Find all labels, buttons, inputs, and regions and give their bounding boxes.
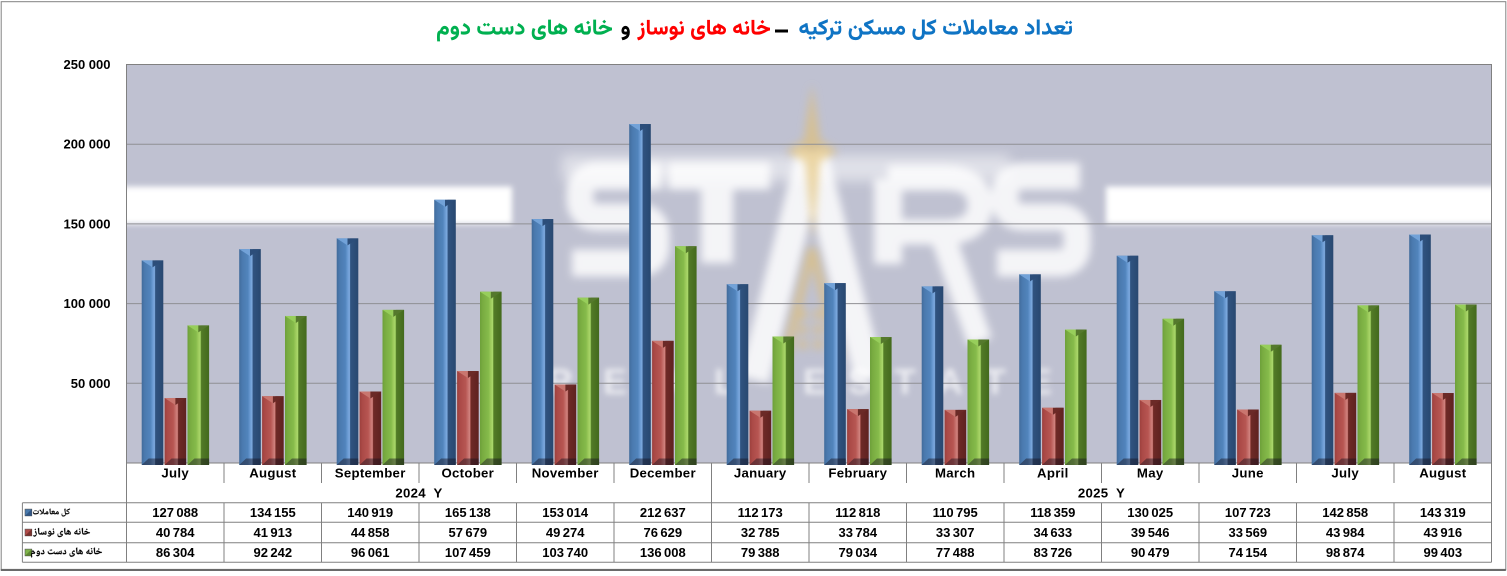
svg-text:100 000: 100 000: [64, 296, 111, 311]
svg-text:150 000: 150 000: [64, 216, 111, 231]
svg-text:January: January: [734, 466, 787, 481]
svg-text:July: July: [161, 466, 189, 481]
svg-text:September: September: [335, 466, 406, 481]
svg-text:December: December: [630, 466, 696, 481]
svg-text:E: E: [603, 361, 627, 402]
svg-text:November: November: [532, 466, 599, 481]
svg-text:October: October: [441, 466, 494, 481]
svg-text:E: E: [803, 361, 827, 402]
svg-text:August: August: [1419, 466, 1467, 481]
svg-text:July: July: [1331, 466, 1359, 481]
svg-text:March: March: [935, 466, 975, 481]
svg-text:50 000: 50 000: [71, 376, 111, 391]
svg-text:February: February: [828, 466, 887, 481]
svg-text:250 000: 250 000: [64, 57, 111, 72]
svg-text:2025 Y: 2025 Y: [1078, 486, 1125, 501]
svg-text:June: June: [1232, 466, 1264, 481]
svg-text:200 000: 200 000: [64, 137, 111, 152]
svg-text:August: August: [249, 466, 297, 481]
svg-text:T: T: [984, 361, 1006, 402]
svg-text:S: S: [848, 361, 872, 402]
svg-text:May: May: [1137, 466, 1164, 481]
svg-text:T: T: [894, 361, 916, 402]
svg-text:April: April: [1037, 466, 1069, 481]
svg-text:2024 Y: 2024 Y: [395, 486, 442, 501]
